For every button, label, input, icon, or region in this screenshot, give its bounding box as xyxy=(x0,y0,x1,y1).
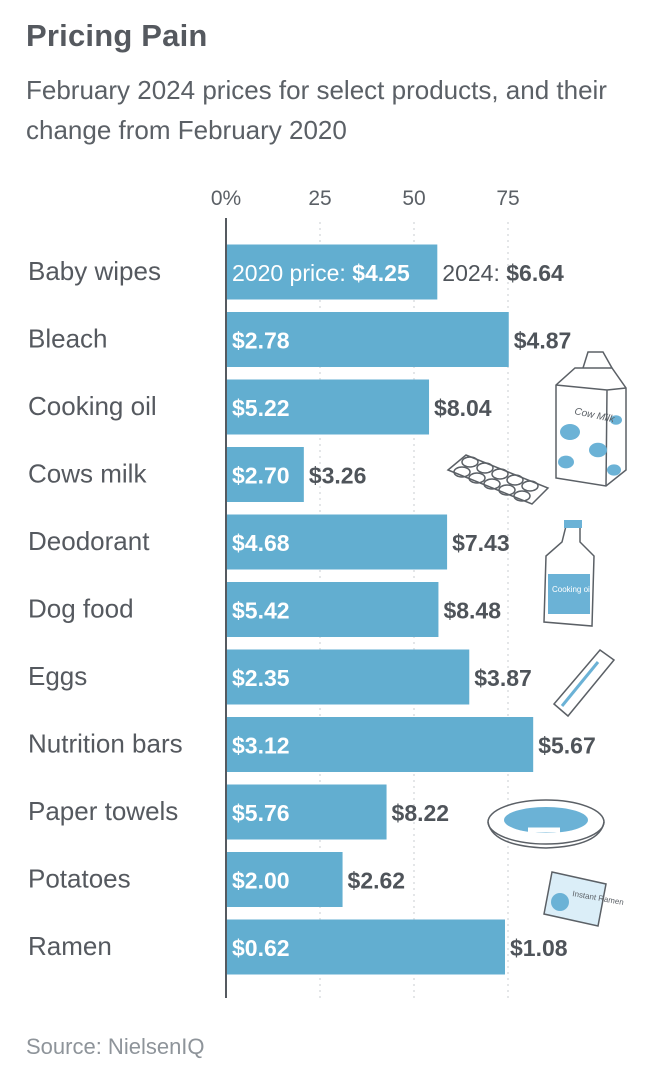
price-2024-label: $5.67 xyxy=(538,733,596,759)
bar xyxy=(226,919,505,975)
bar xyxy=(226,649,470,705)
price-2020-label: $2.00 xyxy=(232,868,290,894)
category-label: Deodorant xyxy=(28,526,150,556)
bar xyxy=(226,244,438,300)
carton-body xyxy=(555,367,627,487)
egg-cup xyxy=(483,478,501,490)
price-2024-label: $3.87 xyxy=(474,665,532,691)
price-2024-label: $8.04 xyxy=(434,395,492,421)
bar xyxy=(226,312,509,367)
price-2024-label: $8.48 xyxy=(443,598,501,624)
bottle-text: Cooking oil xyxy=(552,585,592,594)
bar-row: Nutrition bars $3.12 $5.67 xyxy=(28,717,596,772)
category-label: Cows milk xyxy=(28,459,147,489)
nutrition-bar-icon xyxy=(552,648,616,718)
bar-row: Dog food $5.42 $8.48 xyxy=(28,582,501,637)
x-tick-label: 0% xyxy=(211,187,241,210)
milk-carton-icon: Cow Milk xyxy=(555,351,627,487)
x-tick-label: 50 xyxy=(402,187,425,210)
carton-spot xyxy=(560,424,580,440)
bar-row: Potatoes $2.00 $2.62 xyxy=(28,852,405,907)
ramen-packet-icon: Instant Ramen xyxy=(543,871,624,927)
carton-edge xyxy=(555,384,627,487)
category-label: Dog food xyxy=(28,594,134,624)
bar-row: Cows milk $2.70 $3.26 xyxy=(28,447,366,502)
x-tick-label: 75 xyxy=(496,187,519,210)
bar-stripe xyxy=(560,661,600,707)
carton-cap xyxy=(582,351,613,369)
chart-subtitle: February 2024 prices for select products… xyxy=(26,75,607,145)
chart-title: Pricing Pain xyxy=(26,18,208,53)
dog-food-bowl-icon xyxy=(487,799,605,849)
bar xyxy=(226,784,387,840)
price-2024-label: $1.08 xyxy=(510,935,568,961)
egg-cup xyxy=(521,480,539,492)
price-2020-label: $0.62 xyxy=(232,935,290,961)
bar xyxy=(226,447,304,502)
ramen-packet-body xyxy=(543,871,607,927)
egg-cup xyxy=(513,490,531,502)
bar-row: Ramen $0.62 $1.08 xyxy=(28,919,568,975)
bar-row: Deodorant $4.68 $7.43 xyxy=(28,514,510,570)
egg-cup xyxy=(468,472,486,484)
price-2024-label: 2024: $6.64 xyxy=(442,260,564,286)
category-label: Nutrition bars xyxy=(28,729,183,759)
price-2020-label: $2.35 xyxy=(232,665,290,691)
bar xyxy=(226,582,439,637)
category-label: Eggs xyxy=(28,661,87,691)
category-label: Paper towels xyxy=(28,796,178,826)
bar-row: Paper towels $5.76 $8.22 xyxy=(28,784,450,840)
x-tick-label: 25 xyxy=(308,187,331,210)
price-2020-label: $5.22 xyxy=(232,395,290,421)
egg-cup xyxy=(476,462,494,474)
egg-cup xyxy=(506,474,524,486)
carton-spot xyxy=(558,455,574,469)
egg-cup xyxy=(461,456,479,468)
price-2020-label: 2020 price: $4.25 xyxy=(232,260,410,286)
price-2024-label: $2.62 xyxy=(348,868,406,894)
category-label: Cooking oil xyxy=(28,391,157,421)
bar-row: Baby wipes 2020 price: $4.25 2024: $6.64 xyxy=(28,244,564,300)
price-2024-label: $8.22 xyxy=(392,800,450,826)
bar-row: Cooking oil $5.22 $8.04 xyxy=(28,379,492,435)
egg-carton-icon xyxy=(446,454,550,505)
price-2020-label: $4.68 xyxy=(232,530,290,556)
price-2020-label: $5.76 xyxy=(232,800,290,826)
price-2024-label: $3.26 xyxy=(309,463,367,489)
bowl-kibble xyxy=(504,807,588,833)
category-label: Ramen xyxy=(28,931,112,961)
price-2020-label: $2.78 xyxy=(232,328,290,354)
bar xyxy=(226,717,534,772)
ramen-noodles xyxy=(551,893,569,911)
bar xyxy=(226,379,430,435)
bottle-label xyxy=(548,574,590,614)
bar-row: Eggs $2.35 $3.87 xyxy=(28,649,532,705)
price-2024-label: $4.87 xyxy=(514,328,572,354)
bar xyxy=(226,852,343,907)
price-2020-label: $5.42 xyxy=(232,598,290,624)
carton-spot xyxy=(589,442,607,458)
carton-spot xyxy=(607,464,621,476)
price-2024-label: $7.43 xyxy=(452,530,510,556)
egg-cup xyxy=(498,484,516,496)
bar-row: Bleach $2.78 $4.87 xyxy=(28,312,571,367)
bar xyxy=(226,514,448,570)
oil-bottle-icon: Cooking oil xyxy=(543,520,595,627)
egg-cup xyxy=(453,466,471,478)
category-label: Bleach xyxy=(28,324,108,354)
price-2020-label: $2.70 xyxy=(232,463,290,489)
category-label: Potatoes xyxy=(28,864,131,894)
bowl-base xyxy=(487,821,605,849)
category-label: Baby wipes xyxy=(28,256,161,286)
carton-spot xyxy=(610,415,622,425)
source-note: Source: NielsenIQ xyxy=(26,1034,205,1059)
bottle-cap xyxy=(564,520,582,528)
egg-cup xyxy=(491,468,509,480)
price-2020-label: $3.12 xyxy=(232,733,290,759)
